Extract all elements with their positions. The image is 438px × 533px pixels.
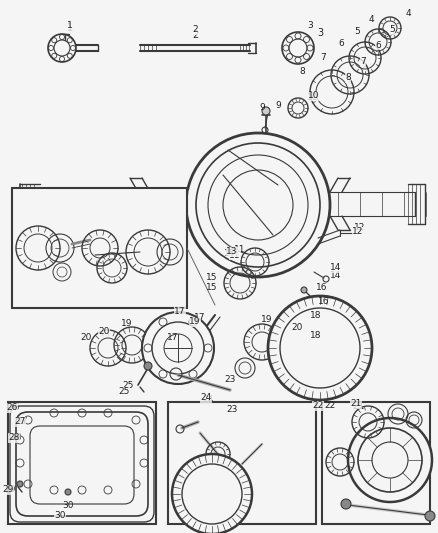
Bar (12, 188, 187, 308)
Text: 13: 13 (226, 247, 238, 256)
Circle shape (172, 454, 252, 533)
Text: 20: 20 (98, 327, 110, 336)
Circle shape (425, 511, 435, 521)
Text: 14: 14 (330, 271, 342, 280)
Text: 19: 19 (189, 318, 201, 327)
Text: 13: 13 (224, 249, 236, 259)
Text: 8: 8 (299, 68, 305, 77)
Text: 2: 2 (192, 30, 198, 40)
Text: 6: 6 (375, 41, 381, 50)
Text: 1: 1 (67, 21, 73, 30)
Text: 20: 20 (291, 322, 303, 332)
Bar (8, 402, 156, 524)
Text: 30: 30 (62, 500, 74, 510)
Text: 15: 15 (206, 282, 218, 292)
Circle shape (301, 287, 307, 293)
Text: 17: 17 (194, 313, 206, 322)
Text: 17: 17 (174, 308, 186, 317)
Text: 22: 22 (325, 401, 336, 410)
Text: 28: 28 (11, 433, 22, 442)
Text: 7: 7 (360, 58, 366, 67)
Text: 20: 20 (80, 334, 92, 343)
Text: 7: 7 (320, 53, 326, 62)
Text: 18: 18 (310, 332, 322, 341)
Text: 12: 12 (354, 223, 366, 232)
Text: 22: 22 (312, 401, 324, 410)
Text: 4: 4 (368, 14, 374, 23)
Text: 6: 6 (338, 39, 344, 49)
Text: 10: 10 (307, 93, 319, 102)
Text: 25: 25 (122, 381, 134, 390)
Circle shape (142, 312, 214, 384)
Text: 24: 24 (202, 395, 214, 405)
Circle shape (186, 133, 330, 277)
Text: 11: 11 (234, 246, 246, 254)
Text: 3: 3 (307, 21, 313, 30)
Text: 9: 9 (275, 101, 281, 110)
Text: 11: 11 (229, 251, 241, 260)
Text: 29: 29 (4, 486, 16, 495)
Text: 9: 9 (259, 103, 265, 112)
Text: 21: 21 (350, 400, 362, 408)
Circle shape (65, 489, 71, 495)
Text: 5: 5 (354, 27, 360, 36)
Text: 19: 19 (121, 319, 133, 327)
Bar (168, 402, 316, 524)
Text: 29: 29 (2, 486, 14, 495)
Text: 10: 10 (308, 92, 320, 101)
Circle shape (348, 418, 432, 502)
Text: 18: 18 (310, 311, 322, 320)
Text: 12: 12 (352, 228, 364, 237)
Text: 25: 25 (118, 387, 130, 397)
Text: 8: 8 (345, 74, 351, 83)
Text: 27: 27 (14, 417, 26, 426)
Text: 16: 16 (316, 284, 328, 293)
Text: 26: 26 (8, 403, 20, 413)
Text: 23: 23 (224, 376, 236, 384)
Text: 17: 17 (167, 333, 179, 342)
Text: 19: 19 (261, 316, 273, 325)
Text: 27: 27 (16, 417, 28, 426)
Circle shape (262, 107, 270, 115)
Circle shape (268, 296, 372, 400)
Circle shape (341, 499, 351, 509)
Text: 26: 26 (6, 403, 18, 413)
Text: 2: 2 (192, 26, 198, 35)
Text: 3: 3 (317, 28, 323, 38)
Bar (322, 402, 430, 524)
Text: 15: 15 (206, 272, 218, 281)
Text: 28: 28 (8, 433, 20, 442)
Circle shape (299, 313, 305, 319)
Text: 21: 21 (352, 401, 364, 411)
Text: 14: 14 (330, 263, 342, 272)
Text: 24: 24 (200, 393, 212, 402)
Circle shape (17, 481, 23, 487)
Text: 23: 23 (226, 406, 238, 415)
Circle shape (144, 362, 152, 370)
Text: 30: 30 (54, 512, 66, 521)
Text: 5: 5 (389, 26, 395, 35)
Text: 4: 4 (405, 10, 411, 19)
Text: 16: 16 (318, 297, 330, 306)
Text: 1: 1 (67, 23, 73, 33)
